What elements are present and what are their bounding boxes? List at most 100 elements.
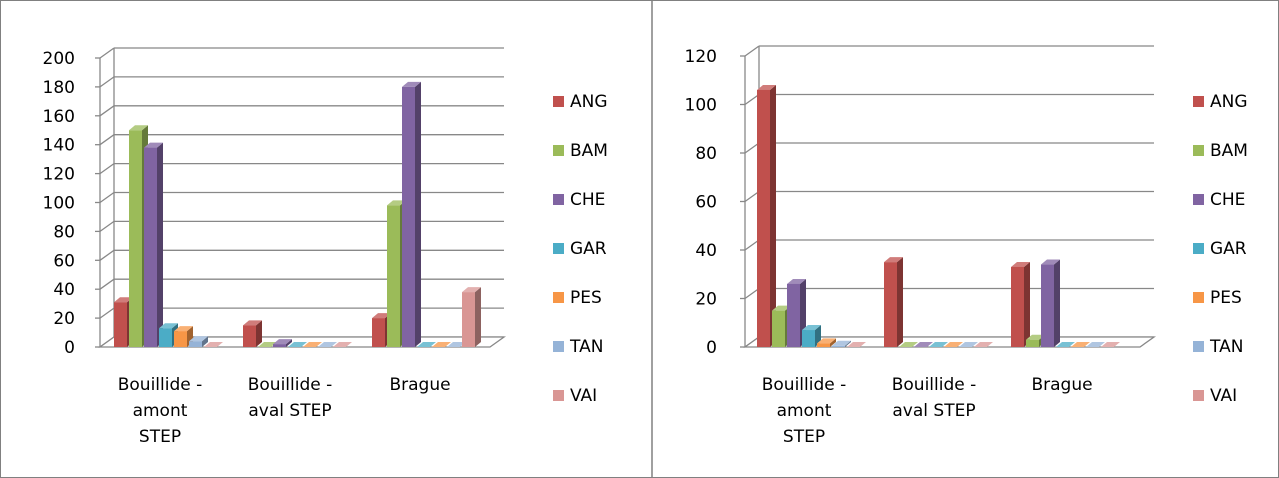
bar-bam-2 (258, 342, 277, 347)
bar-side (845, 340, 851, 347)
legend-swatch-ang (1193, 96, 1204, 107)
bar-front (159, 328, 172, 347)
bar-front (1041, 264, 1054, 347)
bar-front (402, 86, 415, 348)
bar-top (303, 342, 322, 347)
legend-swatch-vai (1193, 390, 1204, 401)
bar-top (387, 200, 406, 206)
bar-top (802, 325, 821, 331)
bar-front (114, 302, 127, 347)
bar-side (202, 336, 208, 347)
gridline-depth (99, 163, 115, 175)
bar-top (1026, 334, 1045, 340)
legend-swatch-gar (1193, 243, 1204, 254)
bar-top (944, 342, 963, 347)
bar-top (847, 342, 866, 347)
bar-top (959, 342, 978, 347)
bar-top (884, 257, 903, 263)
legend-swatch-bam (553, 145, 564, 156)
bar-che-2 (914, 342, 933, 347)
gridline-depth (99, 307, 115, 319)
y-tick-label: 60 (695, 193, 717, 213)
bar-top (1101, 342, 1120, 347)
y-tick-label: 20 (53, 309, 75, 329)
bar-tan-3 (447, 342, 466, 347)
category-label: aval STEP (248, 401, 331, 421)
gridline-depth (744, 190, 760, 203)
bar-vai-3 (1101, 342, 1120, 347)
bar-front (1026, 339, 1039, 347)
gridline-depth (99, 105, 115, 117)
gridline-depth (744, 287, 760, 300)
bar-front (787, 283, 800, 347)
gridline-depth (99, 278, 115, 290)
bar-top (288, 342, 307, 347)
bar-top (899, 342, 918, 347)
chart-1: 0 20 40 60 80 100 120 140 160 180 200 Bouillide - am… (43, 47, 608, 447)
category-label: Brague (389, 375, 450, 395)
bar-side (415, 81, 421, 348)
legend-label-vai: VAI (570, 386, 597, 406)
bar-front (884, 262, 897, 347)
y-tick-label: 40 (53, 280, 75, 300)
gridline-depth (744, 93, 760, 106)
bar-pes-3 (432, 342, 451, 347)
legend-swatch-bam (1193, 145, 1204, 156)
bar-top (914, 342, 933, 347)
bar-front (174, 331, 187, 347)
bar-che-1 (144, 142, 163, 347)
legend-swatch-pes (1193, 292, 1204, 303)
bar-tan-2 (318, 342, 337, 347)
bar-tan-2 (959, 342, 978, 347)
gridline-depth (99, 191, 115, 204)
y-tick-label: 0 (706, 338, 717, 358)
bar-top (273, 339, 292, 345)
bar-side (157, 142, 163, 347)
bar-side (897, 257, 903, 347)
bar-front (802, 330, 815, 347)
bar-top (159, 323, 178, 329)
bar-top (189, 336, 208, 342)
bar-top (333, 342, 352, 347)
legend-swatch-tan (1193, 341, 1204, 352)
legend-swatch-tan (553, 341, 564, 352)
y-tick-label: 60 (53, 251, 75, 271)
y-tick-label: 120 (43, 165, 75, 185)
bar-front (243, 325, 256, 347)
bar-che-3 (402, 81, 421, 348)
bar-che-2 (273, 339, 292, 347)
legend-label-tan: TAN (569, 337, 603, 357)
category-label: aval STEP (892, 401, 975, 421)
bar-top (318, 342, 337, 347)
legend-swatch-vai (553, 390, 564, 401)
gridline-depth (744, 142, 760, 154)
bar-top (1071, 342, 1090, 347)
bar-pes-1 (817, 338, 836, 347)
bar-top (258, 342, 277, 347)
legend-swatch-gar (553, 243, 564, 254)
bar-vai-1 (847, 342, 866, 347)
bar-gar-3 (1056, 342, 1075, 347)
bar-vai-3 (462, 287, 481, 347)
bar-top (447, 342, 466, 347)
legend-swatch-pes (553, 292, 564, 303)
legend-swatch-ang (553, 96, 564, 107)
legend-label-che: CHE (1210, 190, 1245, 210)
bar-gar-3 (417, 342, 436, 347)
bar-ang-3 (1011, 261, 1030, 347)
bar-che-3 (1041, 259, 1060, 347)
legend-swatch-che (553, 194, 564, 205)
legend-label-ang: ANG (570, 92, 608, 112)
legend-label-vai: VAI (1210, 386, 1237, 406)
y-tick-label: 140 (43, 136, 75, 156)
category-label: Brague (1031, 375, 1092, 395)
bar-gar-2 (929, 342, 948, 347)
bar-front (129, 130, 142, 347)
y-tick-label: 100 (685, 96, 717, 116)
bar-front (817, 343, 830, 347)
bar-top (929, 342, 948, 347)
bar-vai-2 (974, 342, 993, 347)
bar-top (772, 305, 791, 311)
